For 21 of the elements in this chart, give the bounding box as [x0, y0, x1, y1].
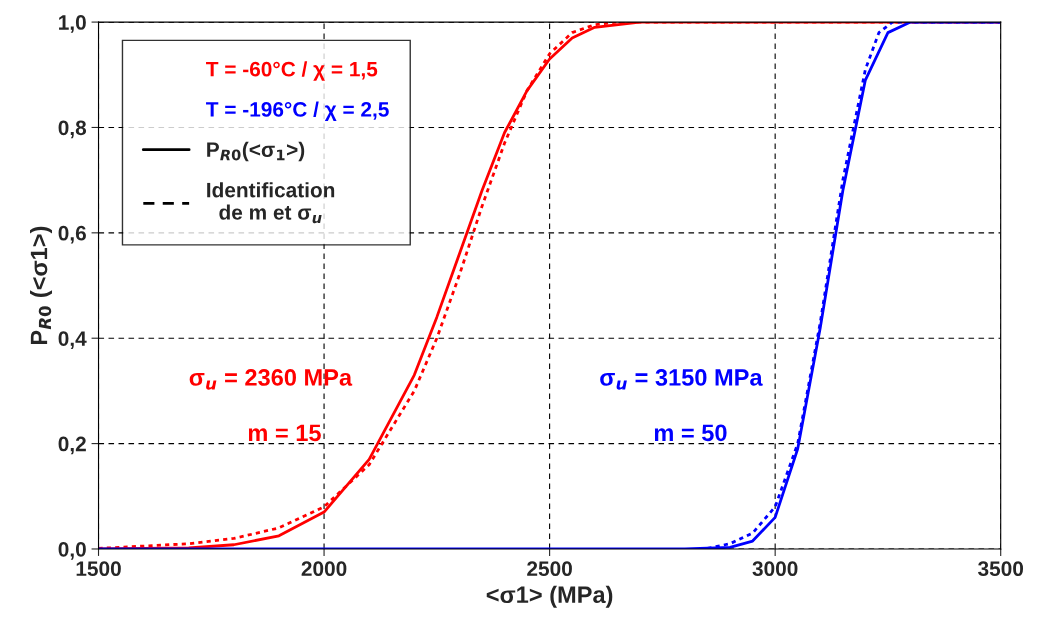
- y-tick-label: 1,0: [59, 15, 86, 33]
- x-tick-label: 1500: [76, 561, 121, 577]
- y-tick-label: 0,2: [58, 436, 86, 455]
- annotation: m = 50: [654, 424, 727, 442]
- annotation: Identification de m et σ$_{u}$: [207, 182, 335, 224]
- annotation: m = 15: [248, 424, 321, 442]
- y-tick-label: 0,0: [58, 541, 86, 560]
- x-tick-label: 3000: [752, 561, 798, 577]
- y-tick-label: 0,6: [58, 225, 86, 244]
- x-tick-label: 2500: [527, 561, 572, 577]
- x-tick-label: 2000: [301, 561, 347, 577]
- y-tick-label: 0,4: [58, 331, 87, 349]
- annotation: P$_{R0}$(<σ$_{1}$>): [207, 141, 305, 162]
- text: T = -60°C / χ = 1,5: [206, 61, 378, 81]
- x-tick-label: 3500: [978, 561, 1024, 577]
- annotation: σ$_{u}$ = 3150 MPa: [600, 369, 763, 390]
- y-tick-label: 0,8: [58, 120, 87, 139]
- x-axis-title: <σ1> (MPa): [486, 585, 613, 608]
- annotation: σ$_{u}$ = 2360 MPa: [189, 369, 353, 390]
- text: T = -196°C / χ = 2,5: [206, 101, 389, 121]
- y-axis-title: P$_{R0}$ (<σ1>): [30, 226, 53, 345]
